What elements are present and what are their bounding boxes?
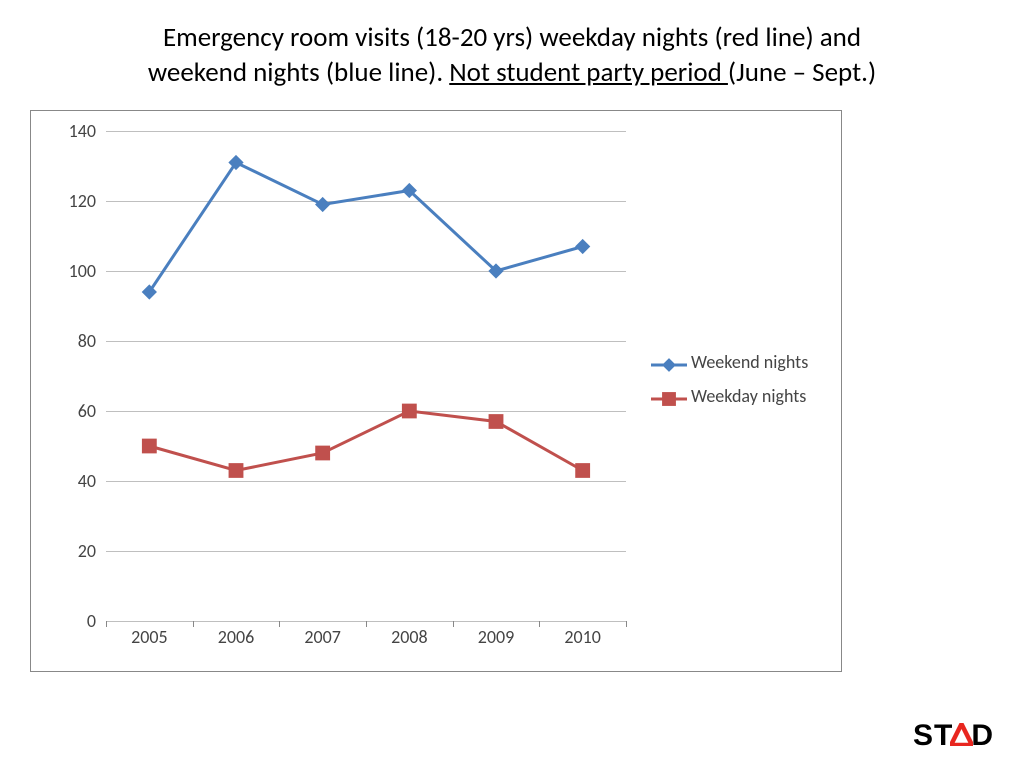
x-tick <box>106 621 107 627</box>
title-line2-pre: weekend nights (blue line). <box>148 56 449 89</box>
plot-area: 0204060801001201402005200620072008200920… <box>106 131 626 621</box>
x-axis-label: 2008 <box>379 626 439 648</box>
legend-item: Weekend nights <box>651 351 808 373</box>
x-axis-label: 2009 <box>466 626 526 648</box>
y-axis-label: 140 <box>56 120 96 142</box>
x-tick <box>366 621 367 627</box>
legend-marker-icon <box>651 355 687 369</box>
title-line2-underlined: Not student party period <box>449 56 728 89</box>
x-axis-label: 2010 <box>553 626 613 648</box>
logo-suffix: D <box>971 719 994 752</box>
chart-border: 0 20 40 60 80 100 120 140 2005 2006 2007 2008 2009 20… <box>30 110 842 672</box>
x-tick <box>539 621 540 627</box>
legend-item: Weekday nights <box>651 385 808 407</box>
y-axis-label: 40 <box>56 470 96 492</box>
legend-marker-icon <box>651 389 687 403</box>
x-axis-label: 2007 <box>293 626 353 648</box>
x-tick <box>453 621 454 627</box>
legend: Weekend nights Weekday nights <box>651 351 808 419</box>
y-axis-label: 60 <box>56 400 96 422</box>
x-axis-label: 2005 <box>119 626 179 648</box>
x-tick <box>279 621 280 627</box>
x-tick <box>193 621 194 627</box>
chart-title: Emergency room visits (18-20 yrs) weekda… <box>0 0 1024 100</box>
title-line1: Emergency room visits (18-20 yrs) weekda… <box>163 21 861 54</box>
x-tick <box>626 621 627 627</box>
y-axis-label: 100 <box>56 260 96 282</box>
series-weekday-nights <box>106 131 626 621</box>
legend-label: Weekday nights <box>691 385 806 407</box>
legend-label: Weekend nights <box>691 351 808 373</box>
stad-logo: ST D <box>913 719 994 753</box>
triangle-icon <box>950 723 973 746</box>
y-axis-label: 120 <box>56 190 96 212</box>
y-axis-label: 0 <box>56 610 96 632</box>
y-axis-label: 20 <box>56 540 96 562</box>
logo-prefix: ST <box>913 719 953 752</box>
y-axis-label: 80 <box>56 330 96 352</box>
x-axis-label: 2006 <box>206 626 266 648</box>
title-line2-post: (June – Sept.) <box>728 56 876 89</box>
